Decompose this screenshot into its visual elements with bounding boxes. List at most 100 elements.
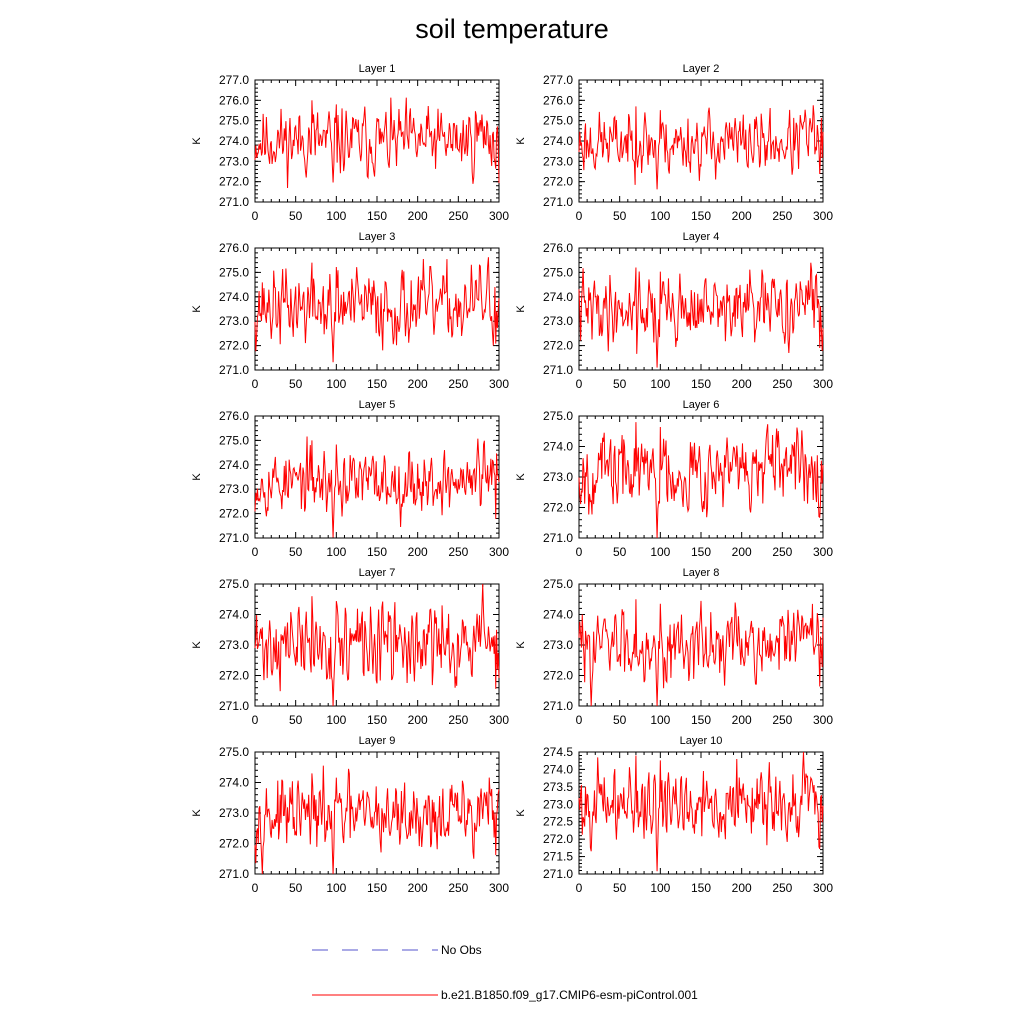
layer-7-plot-frame — [254, 583, 500, 707]
layer-4-xtick-label: 100 — [650, 377, 670, 391]
layer-3-series-line — [254, 257, 500, 363]
layer-6-ytick-label: 271.0 — [543, 531, 573, 545]
layer-6-xtick-label: 250 — [772, 545, 792, 559]
layer-7-xtick-label: 200 — [408, 713, 428, 727]
layer-6-xtick-label: 50 — [613, 545, 627, 559]
layer-1-title: Layer 1 — [359, 63, 396, 75]
layer-7-ytick-label: 271.0 — [219, 699, 249, 713]
layer-4-xtick-label: 250 — [772, 377, 792, 391]
layer-1-ytick-label: 271.0 — [219, 195, 249, 209]
layer-10-ylabel: K — [515, 809, 527, 817]
layer-2-xtick-label: 200 — [732, 209, 752, 223]
layer-10-title: Layer 10 — [680, 735, 723, 747]
layer-6-ytick-label: 273.0 — [543, 470, 573, 484]
layer-3-ytick-label: 276.0 — [219, 241, 249, 255]
layer-1-ylabel: K — [191, 137, 203, 145]
layer-4-ytick-label: 274.0 — [543, 290, 573, 304]
layer-6-series-line — [578, 422, 824, 539]
layer-8-xtick-label: 0 — [576, 713, 583, 727]
layer-9-ytick-label: 273.0 — [219, 806, 249, 820]
layer-8-xtick-label: 300 — [813, 713, 833, 727]
layer-5-ytick-label: 276.0 — [219, 409, 249, 423]
layer-8-ytick-label: 274.0 — [543, 608, 573, 622]
layer-5-series-line — [254, 436, 500, 538]
layer-8-xtick-label: 250 — [772, 713, 792, 727]
layer-8-series-line — [578, 599, 824, 707]
layer-3-xtick-label: 250 — [448, 377, 468, 391]
layer-10-xtick-label: 200 — [732, 881, 752, 895]
layer-2-xtick-label: 100 — [650, 209, 670, 223]
layer-7-ytick-label: 272.0 — [219, 669, 249, 683]
layer-8-ytick-label: 273.0 — [543, 638, 573, 652]
layer-8-ytick-label: 272.0 — [543, 669, 573, 683]
layer-9-xtick-label: 150 — [367, 881, 387, 895]
layer-5-title: Layer 5 — [359, 399, 396, 411]
layer-4-title: Layer 4 — [683, 231, 720, 243]
layer-10-ytick-label: 274.5 — [543, 745, 573, 759]
layer-5-xtick-label: 100 — [326, 545, 346, 559]
layer-10-xtick-label: 250 — [772, 881, 792, 895]
layer-9-ytick-label: 275.0 — [219, 745, 249, 759]
layer-2-plot-frame — [578, 79, 824, 203]
layer-9-ytick-label: 271.0 — [219, 867, 249, 881]
layer-3-xtick-label: 0 — [252, 377, 259, 391]
layer-1-xtick-label: 50 — [289, 209, 303, 223]
layer-9-ytick-label: 274.0 — [219, 776, 249, 790]
legend-series-label: b.e21.B1850.f09_g17.CMIP6-esm-piControl.… — [441, 988, 698, 1002]
layer-9-xtick-label: 0 — [252, 881, 259, 895]
layer-10-series-line — [578, 751, 824, 872]
layer-10-ytick-label: 273.5 — [543, 780, 573, 794]
layer-5-xtick-label: 300 — [489, 545, 509, 559]
layer-6-ylabel: K — [515, 473, 527, 481]
layer-1-ytick-label: 276.0 — [219, 93, 249, 107]
layer-1-xtick-label: 100 — [326, 209, 346, 223]
layer-5-xtick-label: 50 — [289, 545, 303, 559]
legend-obs-line — [312, 949, 438, 951]
layer-4-xtick-label: 50 — [613, 377, 627, 391]
layer-1-xtick-label: 300 — [489, 209, 509, 223]
legend-series-line — [312, 994, 438, 996]
layer-7-ytick-label: 274.0 — [219, 608, 249, 622]
layer-10-ytick-label: 273.0 — [543, 797, 573, 811]
layer-4-xtick-label: 0 — [576, 377, 583, 391]
legend-obs-label: No Obs — [441, 943, 482, 957]
layer-3-ytick-label: 271.0 — [219, 363, 249, 377]
layer-4-ytick-label: 275.0 — [543, 265, 573, 279]
layer-8-xtick-label: 100 — [650, 713, 670, 727]
layer-9-xtick-label: 50 — [289, 881, 303, 895]
layer-9-xtick-label: 250 — [448, 881, 468, 895]
layer-2-ytick-label: 271.0 — [543, 195, 573, 209]
layer-5-xtick-label: 0 — [252, 545, 259, 559]
layer-5-ytick-label: 273.0 — [219, 482, 249, 496]
layer-4-xtick-label: 150 — [691, 377, 711, 391]
layer-9-xtick-label: 300 — [489, 881, 509, 895]
layer-6-xtick-label: 0 — [576, 545, 583, 559]
layer-6-xtick-label: 200 — [732, 545, 752, 559]
layer-4-ytick-label: 273.0 — [543, 314, 573, 328]
layer-2-ytick-label: 274.0 — [543, 134, 573, 148]
layer-3-ylabel: K — [191, 305, 203, 313]
layer-10-ytick-label: 271.0 — [543, 867, 573, 881]
layer-5-xtick-label: 250 — [448, 545, 468, 559]
layer-2-ytick-label: 272.0 — [543, 175, 573, 189]
layer-2-ytick-label: 276.0 — [543, 93, 573, 107]
layer-6-ytick-label: 272.0 — [543, 501, 573, 515]
layer-3-ytick-label: 274.0 — [219, 290, 249, 304]
layer-7-xtick-label: 100 — [326, 713, 346, 727]
layer-3-ytick-label: 272.0 — [219, 339, 249, 353]
layer-8-xtick-label: 50 — [613, 713, 627, 727]
layer-4-xtick-label: 300 — [813, 377, 833, 391]
layer-3-xtick-label: 100 — [326, 377, 346, 391]
layer-4-ylabel: K — [515, 305, 527, 313]
layer-3-xtick-label: 300 — [489, 377, 509, 391]
layer-3-title: Layer 3 — [359, 231, 396, 243]
layer-8-ytick-label: 275.0 — [543, 577, 573, 591]
layer-10-ytick-label: 272.5 — [543, 815, 573, 829]
layer-5-xtick-label: 200 — [408, 545, 428, 559]
layer-8-title: Layer 8 — [683, 567, 720, 579]
layer-3-xtick-label: 200 — [408, 377, 428, 391]
layer-1-ytick-label: 277.0 — [219, 73, 249, 87]
layer-5-ytick-label: 272.0 — [219, 507, 249, 521]
layer-7-ylabel: K — [191, 641, 203, 649]
layer-2-series-line — [578, 105, 824, 190]
